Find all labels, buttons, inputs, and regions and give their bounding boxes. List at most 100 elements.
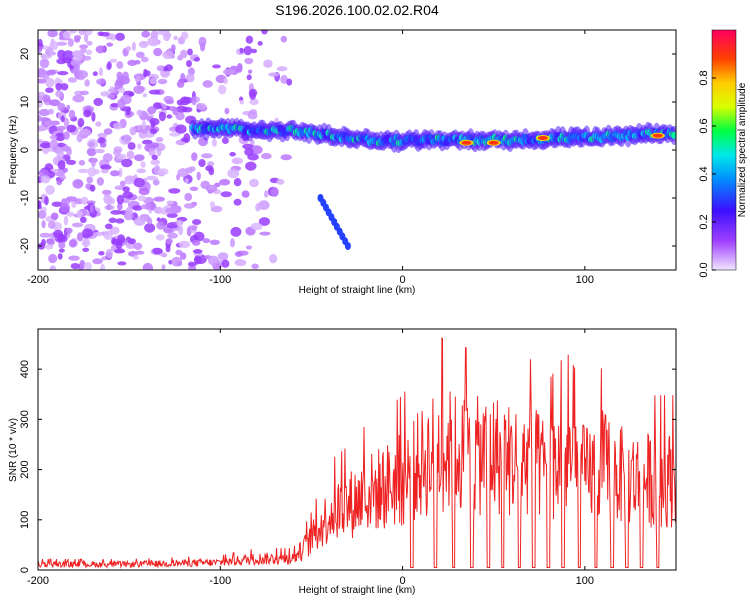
noise-blob [165,244,171,253]
noise-blob [57,71,69,76]
noise-blob [239,47,244,54]
noise-blob [86,40,93,46]
noise-blob [73,35,82,41]
noise-blob [247,153,259,161]
noise-blob [106,42,114,47]
noise-blob [68,109,76,119]
noise-blob [187,48,193,56]
noise-blob [246,74,252,81]
y-tick-label: 200 [19,460,31,478]
noise-blob [162,50,174,60]
noise-blob [82,55,92,61]
noise-blob [192,219,202,225]
noise-blob [55,90,63,98]
noise-blob [122,186,130,193]
noise-blob [133,217,146,226]
noise-blob [76,70,89,79]
noise-blob [45,77,55,88]
noise-blob [109,58,118,63]
noise-blob [63,131,70,140]
noise-blob [148,148,156,157]
noise-blob [241,190,250,198]
noise-blob [245,35,254,44]
spectrogram-frame [37,29,677,271]
noise-blob [176,219,183,227]
noise-blob [78,168,89,174]
noise-blob [61,198,68,208]
noise-blob [100,91,110,97]
noise-blob [157,168,169,176]
noise-blob [156,221,165,230]
peak-mark [537,136,548,140]
noise-blob [115,32,125,41]
noise-blob [135,51,145,58]
noise-blob [196,171,201,181]
noise-blob [149,118,160,126]
noise-blob [152,247,163,255]
noise-blob [227,168,240,179]
noise-blob [176,80,185,88]
noise-blob [104,223,113,230]
noise-blob [220,191,232,198]
noise-blob [175,124,187,134]
noise-blob [117,98,126,109]
noise-blob [94,148,105,154]
noise-blob [45,87,54,93]
noise-blob [60,115,65,123]
noise-blob [48,108,54,115]
noise-blob [50,141,55,149]
noise-blob [42,94,51,103]
noise-blob [149,77,157,85]
noise-blob [233,198,242,206]
noise-blob [129,126,137,136]
noise-blob [192,239,201,246]
noise-blob [156,65,166,72]
noise-blob [234,259,247,267]
noise-blob [143,68,148,78]
noise-blob [80,196,89,205]
snr-plot-area [38,337,676,569]
noise-blob [47,30,58,38]
noise-blob [148,89,161,95]
y-tick-label: -20 [19,238,31,254]
noise-blob [92,169,100,175]
noise-blob [270,187,279,197]
noise-blob [84,79,90,87]
noise-blob [55,82,62,91]
noise-blob [56,125,66,131]
noise-blob [105,197,116,205]
y-tick-label: 10 [19,96,31,108]
noise-blob [66,196,71,204]
noise-blob [189,186,199,191]
noise-blob [54,132,66,142]
noise-blob [49,135,58,140]
noise-blob [186,60,192,68]
noise-blob [280,154,292,161]
colorbar-tick-label: 0.4 [698,166,710,181]
noise-blob [83,109,92,118]
noise-blob [122,134,132,144]
noise-blob [106,61,112,70]
noise-blob [172,107,179,116]
noise-blob [119,180,126,187]
noise-blob [117,261,127,266]
noise-blob [180,137,189,142]
noise-blob [46,47,54,57]
noise-blob [194,57,200,62]
noise-blob [149,201,156,211]
noise-blob [136,168,146,174]
noise-blob [79,216,87,223]
noise-blob [57,253,63,260]
noise-blob [264,190,269,198]
y-tick-label: 0 [19,147,31,153]
noise-blob [95,121,102,127]
noise-blob [114,248,126,254]
noise-blob [113,122,123,130]
noise-blob [180,49,188,59]
noise-blob [118,168,123,178]
noise-blob [80,90,89,96]
noise-blob [59,174,66,180]
peak-mark [652,133,663,138]
noise-blob [127,238,136,245]
